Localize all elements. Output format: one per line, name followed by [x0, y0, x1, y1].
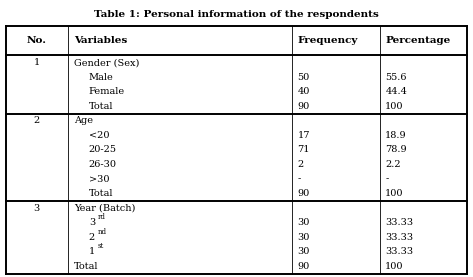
Text: -: - — [385, 175, 388, 184]
Text: 44.4: 44.4 — [385, 87, 407, 96]
Text: Total: Total — [89, 189, 114, 198]
Text: 40: 40 — [298, 87, 310, 96]
Text: 100: 100 — [385, 189, 404, 198]
Text: 26-30: 26-30 — [89, 160, 117, 169]
Text: Year (Batch): Year (Batch) — [74, 204, 135, 213]
Text: 1: 1 — [89, 247, 95, 256]
Text: 33.33: 33.33 — [385, 218, 413, 227]
Text: 30: 30 — [298, 247, 310, 256]
Text: Male: Male — [89, 73, 114, 82]
Text: Frequency: Frequency — [298, 36, 358, 45]
Text: 20-25: 20-25 — [89, 145, 117, 155]
Text: >30: >30 — [89, 175, 109, 184]
Text: Percentage: Percentage — [385, 36, 451, 45]
Text: 30: 30 — [298, 218, 310, 227]
Text: st: st — [97, 242, 104, 250]
Text: Variables: Variables — [74, 36, 127, 45]
Text: 3: 3 — [34, 204, 40, 213]
Text: rd: rd — [97, 213, 105, 221]
Text: 2.2: 2.2 — [385, 160, 401, 169]
Text: 33.33: 33.33 — [385, 233, 413, 242]
Text: 18.9: 18.9 — [385, 131, 407, 140]
Text: Total: Total — [89, 102, 114, 111]
Text: 3: 3 — [89, 218, 95, 227]
Text: 2: 2 — [298, 160, 304, 169]
Text: 90: 90 — [298, 102, 310, 111]
Text: 2: 2 — [34, 116, 40, 125]
Text: Female: Female — [89, 87, 125, 96]
Text: 100: 100 — [385, 262, 404, 271]
Text: 71: 71 — [298, 145, 310, 155]
Text: <20: <20 — [89, 131, 109, 140]
Text: nd: nd — [97, 228, 106, 236]
Text: 17: 17 — [298, 131, 310, 140]
Text: 2: 2 — [89, 233, 95, 242]
Text: 100: 100 — [385, 102, 404, 111]
Text: 1: 1 — [34, 58, 40, 67]
Text: 30: 30 — [298, 233, 310, 242]
Text: -: - — [298, 175, 301, 184]
Text: Gender (Sex): Gender (Sex) — [74, 58, 139, 67]
Text: 90: 90 — [298, 262, 310, 271]
Text: 33.33: 33.33 — [385, 247, 413, 256]
Text: 78.9: 78.9 — [385, 145, 407, 155]
Text: 90: 90 — [298, 189, 310, 198]
Text: No.: No. — [27, 36, 47, 45]
Text: Total: Total — [74, 262, 98, 271]
Text: 55.6: 55.6 — [385, 73, 407, 82]
Text: 50: 50 — [298, 73, 310, 82]
Text: Age: Age — [74, 116, 93, 125]
Text: Table 1: Personal information of the respondents: Table 1: Personal information of the res… — [94, 10, 379, 19]
